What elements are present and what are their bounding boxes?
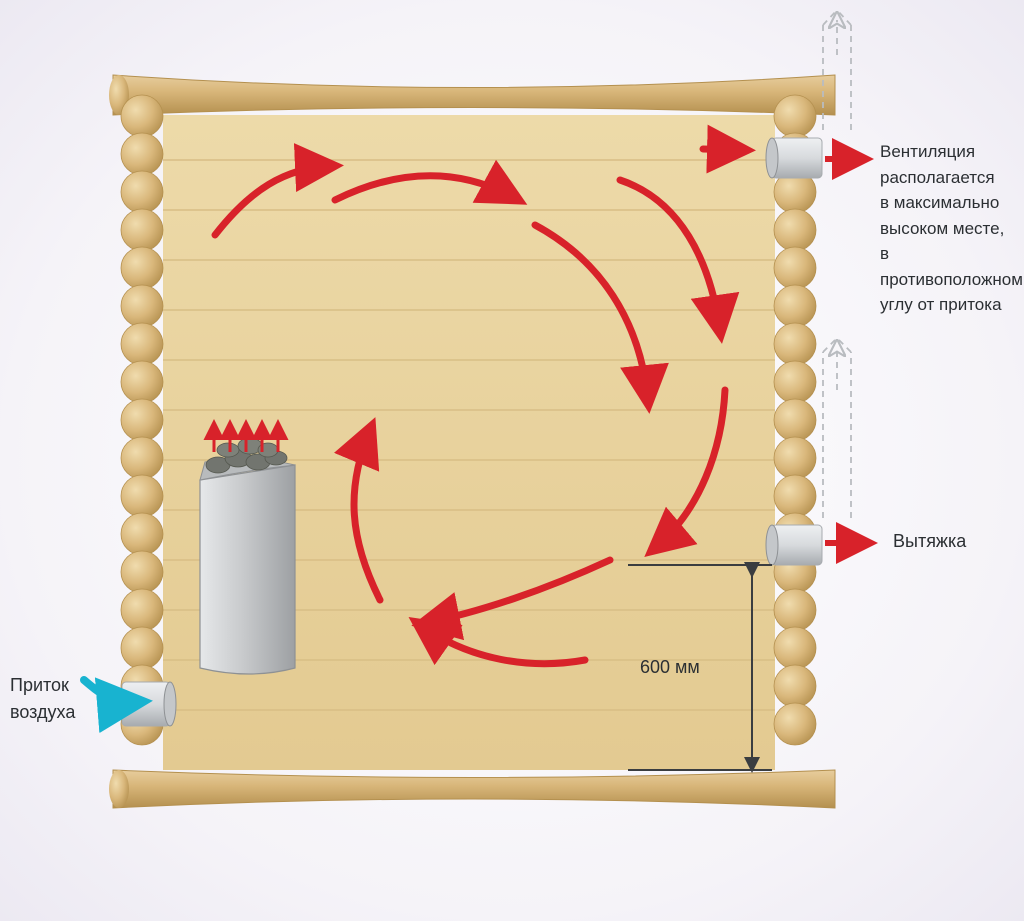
dashed-duct-mid [823,338,851,518]
log-column-right [774,95,816,745]
log-column-left [121,95,163,745]
heater [200,438,295,674]
vent-outlet-top [766,138,822,178]
label-outlet-mid: Вытяжка [893,528,966,555]
log-top [109,75,835,115]
dimension-label: 600 мм [640,657,700,677]
label-outlet-top: Вентиляция располагается в максимально в… [880,139,1024,318]
vent-outlet-mid [766,525,822,565]
log-bottom [109,770,835,808]
diagram-stage: 600 мм Приток воздуха Вытяжка Вентиляция… [0,0,1024,921]
outlet-arrows [825,159,866,543]
diagram-svg: 600 мм [0,0,1024,921]
label-inlet: Приток воздуха [10,672,75,726]
